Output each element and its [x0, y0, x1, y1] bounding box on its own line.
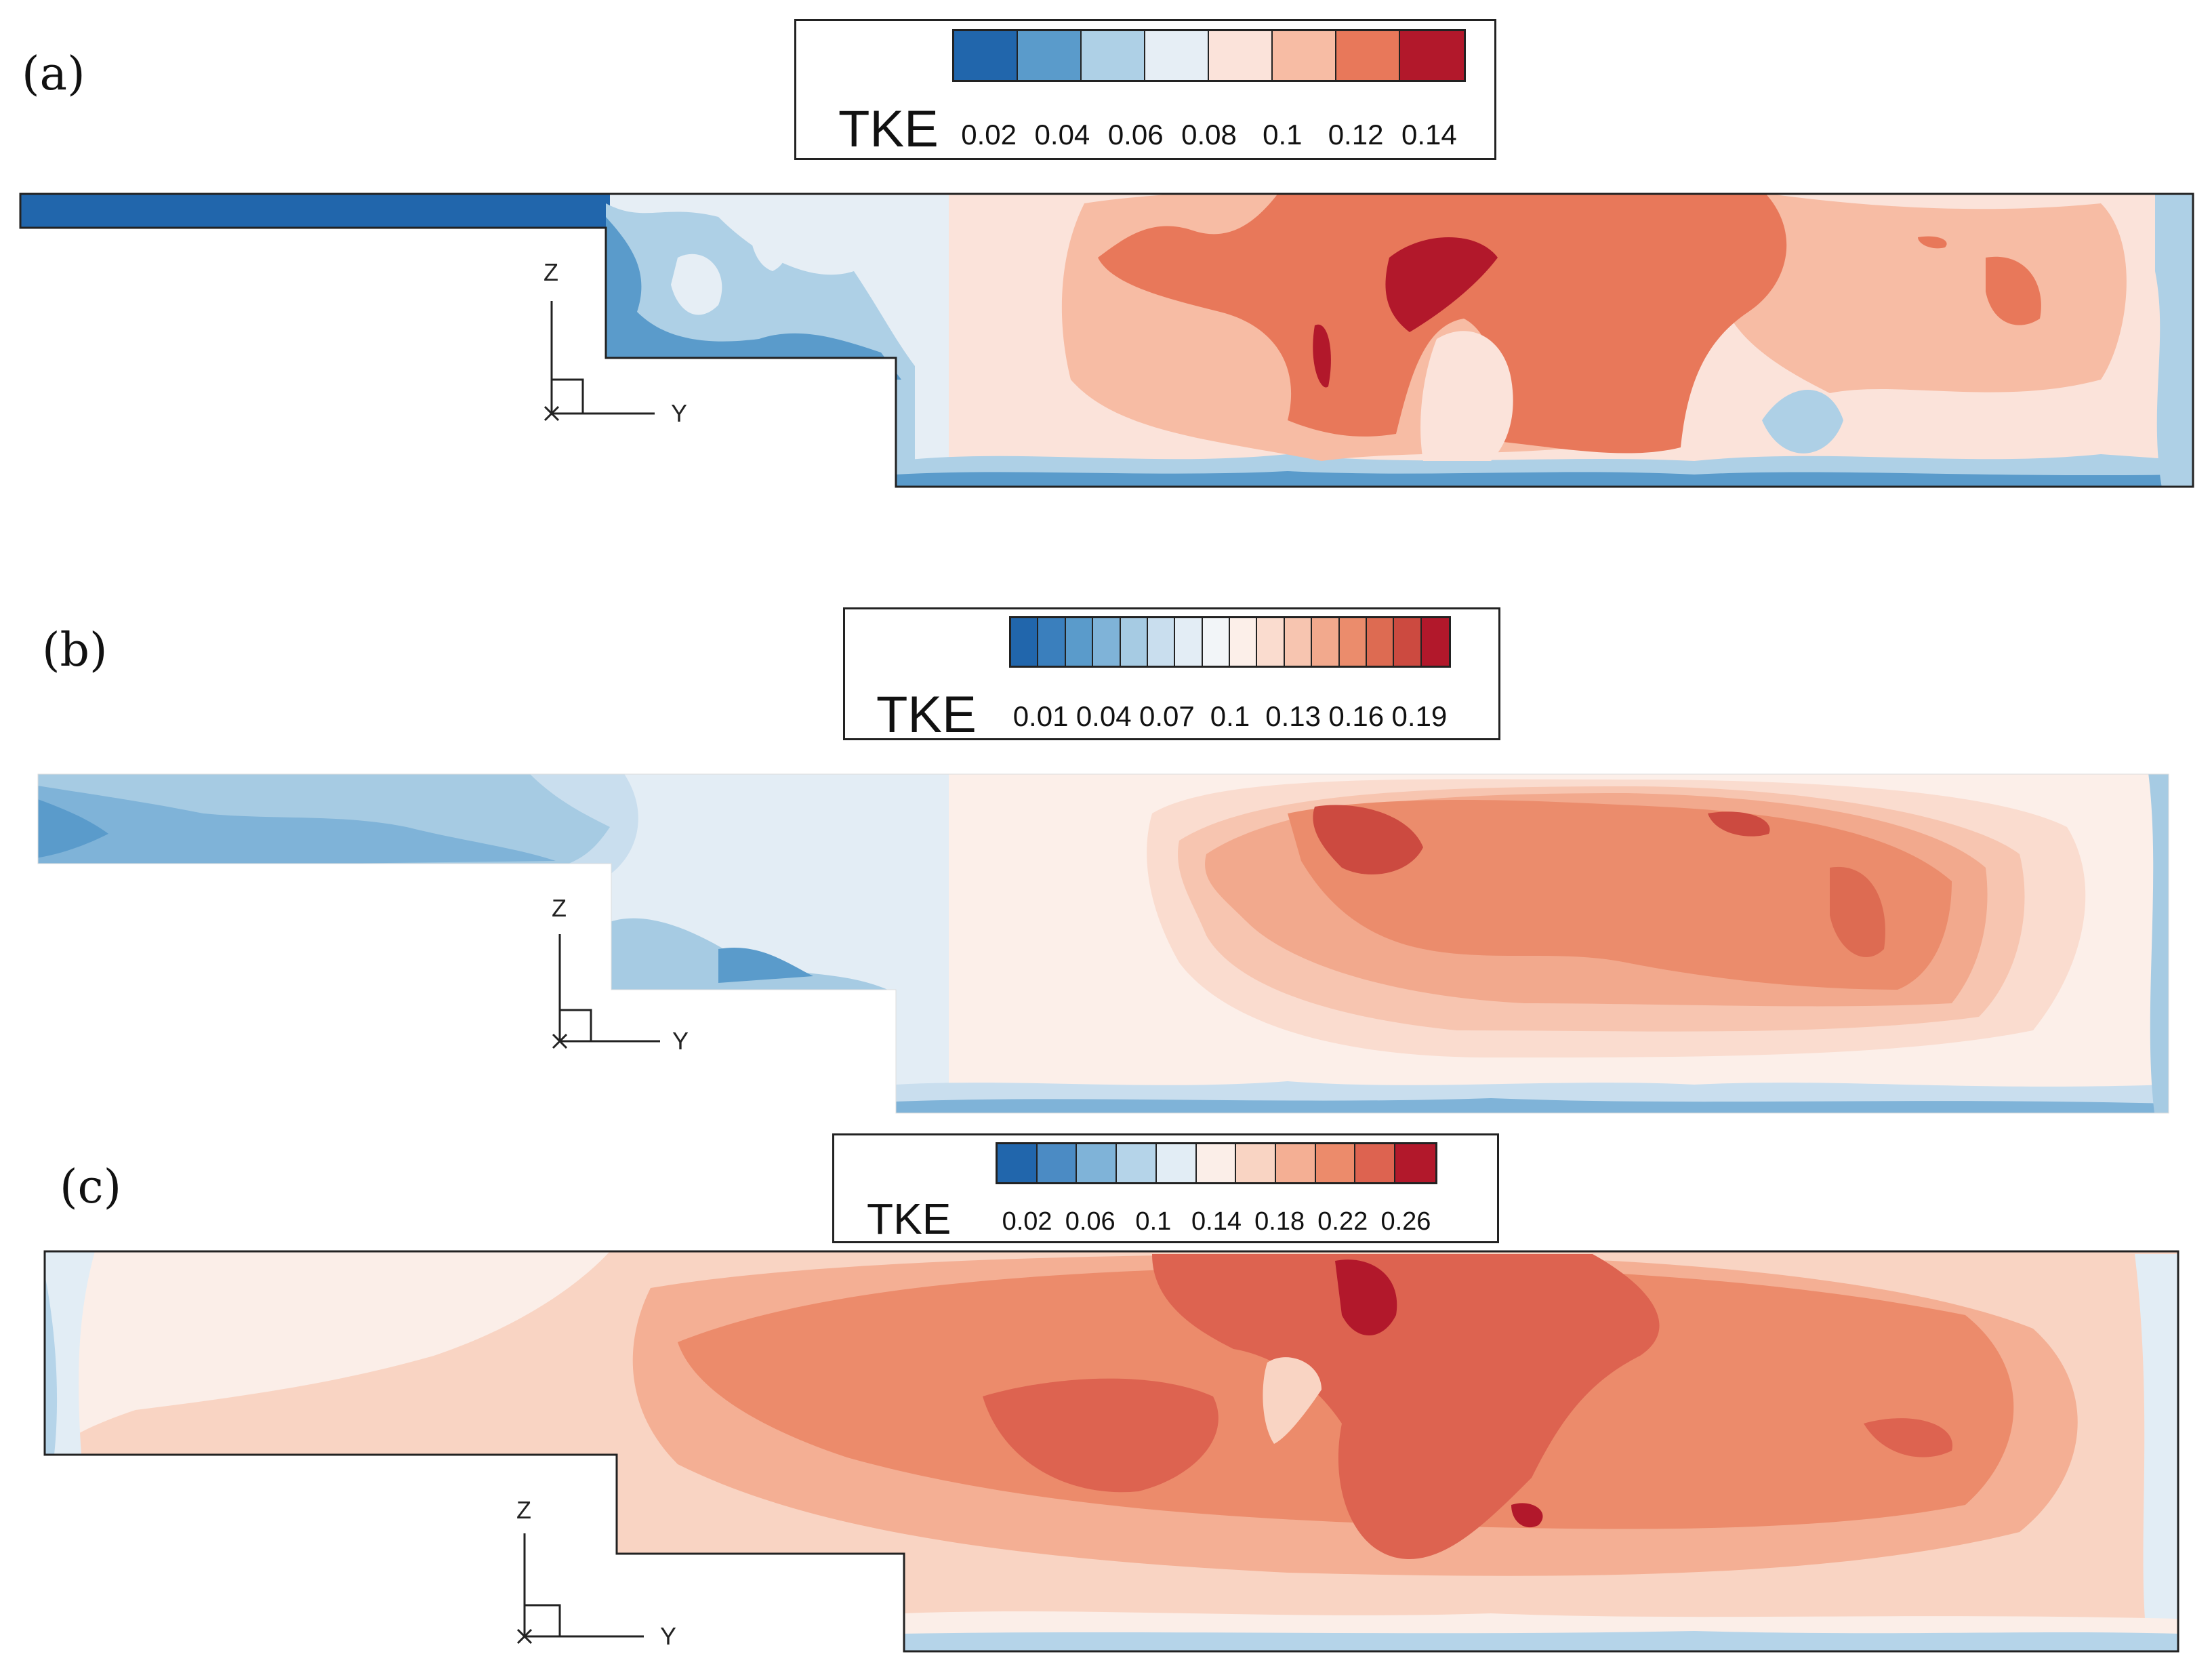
tick-label-c-5: 0.22: [1317, 1207, 1368, 1236]
colorbar-swatch-b-1: [1038, 618, 1066, 666]
axis-z-label-c: Z: [516, 1496, 531, 1524]
colorbar-swatch-c-9: [1355, 1144, 1396, 1182]
tick-label-c-1: 0.06: [1065, 1207, 1115, 1236]
colorbar-swatch-a-2: [1082, 31, 1145, 80]
colorbar-swatch-b-5: [1147, 618, 1176, 666]
colorbar-swatch-a-0: [954, 31, 1018, 80]
colorbar-swatch-b-2: [1065, 618, 1094, 666]
colorbar-swatch-b-7: [1202, 618, 1230, 666]
field-a: [20, 194, 2193, 487]
colorbar-swatch-c-4: [1156, 1144, 1197, 1182]
colorbar-swatch-b-10: [1284, 618, 1313, 666]
tick-label-b-6: 0.19: [1391, 700, 1448, 732]
tick-label-a-6: 0.14: [1401, 119, 1457, 150]
tick-label-a-3: 0.08: [1181, 119, 1237, 150]
field-c: [45, 1251, 2178, 1651]
field-b: [38, 774, 2169, 1113]
colorbar-swatch-a-6: [1336, 31, 1400, 80]
panel-label-a: (a): [22, 47, 85, 101]
legend-c: TKE 0.02 0.06 0.1 0.14 0.18 0.22 0.26: [832, 1133, 1499, 1243]
tick-label-b-4: 0.13: [1265, 700, 1322, 732]
legend-title-c: TKE: [867, 1194, 951, 1243]
tick-label-b-5: 0.16: [1328, 700, 1385, 732]
tick-label-c-2: 0.1: [1135, 1207, 1172, 1236]
colorbar-swatch-b-3: [1093, 618, 1121, 666]
domain-outline-c: [43, 1250, 2179, 1653]
colorbar-swatch-b-8: [1230, 618, 1258, 666]
colorbar-b: [1009, 616, 1451, 668]
colorbar-swatch-a-5: [1273, 31, 1336, 80]
colorbar-swatch-b-13: [1366, 618, 1395, 666]
colorbar-swatch-b-12: [1339, 618, 1367, 666]
colorbar-swatch-c-8: [1315, 1144, 1356, 1182]
colorbar-c: [996, 1142, 1437, 1184]
domain-outline-b: [37, 773, 2169, 1114]
panel-label-b: (b): [42, 624, 108, 677]
axis-y-label-a: Y: [671, 399, 687, 427]
panel-label-c: (c): [60, 1161, 122, 1214]
colorbar-swatch-c-7: [1276, 1144, 1316, 1182]
tick-label-b-3: 0.1: [1210, 700, 1250, 732]
colorbar-swatch-c-3: [1117, 1144, 1157, 1182]
tick-label-a-0: 0.02: [961, 119, 1017, 150]
tick-label-a-4: 0.1: [1263, 119, 1303, 150]
axis-z-label-b: Z: [552, 894, 567, 922]
colorbar-swatch-b-14: [1394, 618, 1422, 666]
colorbar-swatch-b-0: [1011, 618, 1039, 666]
colorbar-swatch-c-0: [998, 1144, 1038, 1182]
axis-y-label-b: Y: [672, 1027, 689, 1055]
axis-triad-c: Z Y: [516, 1496, 676, 1650]
axis-triad-a: Z Y: [544, 258, 687, 427]
axis-y-label-c: Y: [660, 1622, 676, 1650]
colorbar-swatch-a-1: [1018, 31, 1082, 80]
axis-triad-b: Z Y: [552, 894, 689, 1055]
legend-b: TKE 0.01 0.04 0.07 0.1 0.13 0.16 0.19: [843, 607, 1500, 744]
colorbar-swatch-b-15: [1421, 618, 1449, 666]
tick-label-c-6: 0.26: [1380, 1207, 1431, 1236]
colorbar-swatch-a-3: [1145, 31, 1209, 80]
domain-outline-a: [19, 193, 2194, 488]
tick-label-a-5: 0.12: [1328, 119, 1384, 150]
tick-label-a-2: 0.06: [1107, 119, 1164, 150]
colorbar-swatch-c-1: [1037, 1144, 1078, 1182]
colorbar-swatch-a-7: [1400, 31, 1464, 80]
tick-label-b-1: 0.04: [1076, 700, 1132, 732]
tick-label-c-0: 0.02: [1002, 1207, 1052, 1236]
tick-label-c-3: 0.14: [1191, 1207, 1242, 1236]
legend-title-a: TKE: [838, 100, 939, 158]
tick-label-b-0: 0.01: [1012, 700, 1069, 732]
legend-title-b: TKE: [876, 686, 977, 744]
axis-z-label-a: Z: [544, 258, 558, 286]
legend-a: TKE 0.02 0.04 0.06 0.08 0.1 0.12 0.14: [794, 19, 1496, 160]
tick-label-c-4: 0.18: [1254, 1207, 1305, 1236]
colorbar-swatch-b-9: [1257, 618, 1285, 666]
colorbar-swatch-a-4: [1209, 31, 1273, 80]
colorbar-swatch-c-2: [1077, 1144, 1118, 1182]
colorbar-swatch-b-6: [1175, 618, 1203, 666]
colorbar-swatch-b-11: [1312, 618, 1340, 666]
colorbar-a: [952, 29, 1466, 82]
tick-label-b-2: 0.07: [1139, 700, 1195, 732]
colorbar-swatch-c-6: [1236, 1144, 1277, 1182]
colorbar-swatch-c-5: [1196, 1144, 1237, 1182]
tick-label-a-1: 0.04: [1034, 119, 1090, 150]
colorbar-swatch-b-4: [1120, 618, 1148, 666]
colorbar-swatch-c-10: [1395, 1144, 1435, 1182]
